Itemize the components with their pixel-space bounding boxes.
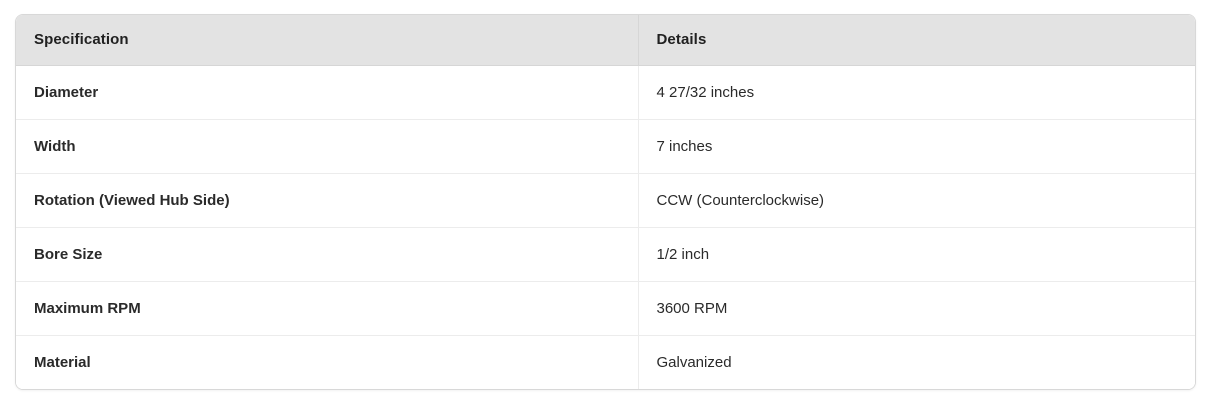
cell-details: CCW (Counterclockwise) — [637, 173, 1195, 228]
specifications-table: Specification Details Diameter 4 27/32 i… — [16, 15, 1195, 389]
cell-details: 7 inches — [637, 119, 1195, 174]
cell-specification: Diameter — [16, 65, 638, 120]
table-row: Rotation (Viewed Hub Side) CCW (Counterc… — [16, 173, 1195, 228]
column-header-details: Details — [637, 15, 1195, 66]
table-row: Width 7 inches — [16, 119, 1195, 174]
table-row: Maximum RPM 3600 RPM — [16, 281, 1195, 336]
cell-specification: Width — [16, 119, 638, 174]
cell-details: 3600 RPM — [637, 281, 1195, 336]
table-row: Diameter 4 27/32 inches — [16, 65, 1195, 120]
cell-specification: Bore Size — [16, 227, 638, 282]
cell-specification: Material — [16, 335, 638, 389]
table-row: Bore Size 1/2 inch — [16, 227, 1195, 282]
cell-specification: Maximum RPM — [16, 281, 638, 336]
table-body: Diameter 4 27/32 inches Width 7 inches R… — [16, 65, 1195, 389]
specifications-table-container: Specification Details Diameter 4 27/32 i… — [15, 14, 1196, 390]
cell-details: 4 27/32 inches — [637, 65, 1195, 120]
column-header-specification: Specification — [16, 15, 638, 66]
table-header-row: Specification Details — [16, 15, 1195, 66]
table-row: Material Galvanized — [16, 335, 1195, 389]
cell-details: Galvanized — [637, 335, 1195, 389]
cell-specification: Rotation (Viewed Hub Side) — [16, 173, 638, 228]
table-header: Specification Details — [16, 15, 1195, 66]
cell-details: 1/2 inch — [637, 227, 1195, 282]
